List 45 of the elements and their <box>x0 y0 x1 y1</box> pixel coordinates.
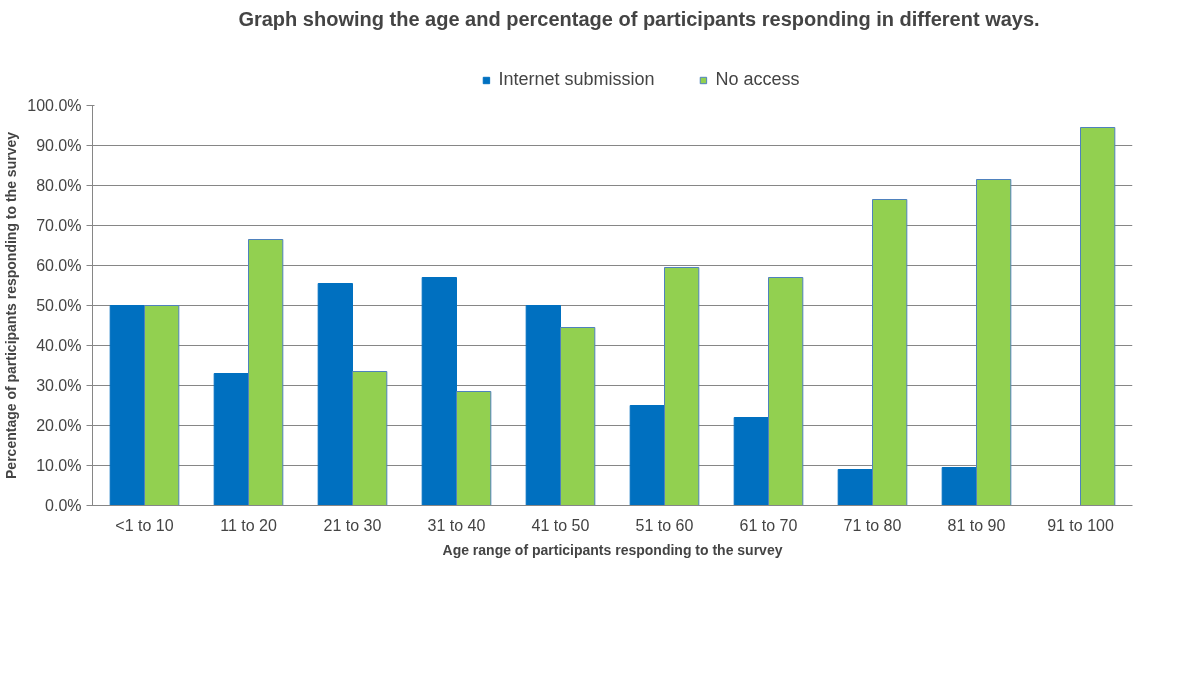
bar <box>629 405 665 506</box>
x-tick-label: 81 to 90 <box>947 516 1006 534</box>
x-tick-label: 51 to 60 <box>635 516 694 534</box>
bar <box>525 305 561 506</box>
bar <box>976 179 1012 506</box>
y-tick-label: 0.0% <box>45 497 82 514</box>
y-tick-label: 60.0% <box>36 257 82 274</box>
y-tick-label: 10.0% <box>36 457 82 474</box>
y-tick-label: 40.0% <box>36 337 82 354</box>
bar <box>109 305 145 506</box>
x-tick-label: 71 to 80 <box>843 516 902 534</box>
bar <box>872 199 908 506</box>
x-tick-label: 21 to 30 <box>323 516 382 534</box>
chart-title: Graph showing the age and percentage of participants responding in different ways. <box>238 7 1040 30</box>
y-tick-label: 90.0% <box>36 137 82 154</box>
bar <box>352 371 388 506</box>
y-tick-label: 100.0% <box>27 97 82 114</box>
bar <box>248 239 284 506</box>
legend-label: No access <box>715 69 800 90</box>
x-tick-label: 41 to 50 <box>531 516 590 534</box>
x-tick-label: <1 to 10 <box>115 516 174 534</box>
bar <box>421 277 457 506</box>
bar <box>560 327 596 506</box>
y-tick-label: 70.0% <box>36 217 82 234</box>
bar <box>941 467 977 506</box>
bar <box>456 391 492 506</box>
y-tick-label: 80.0% <box>36 177 82 194</box>
x-tick-label: 31 to 40 <box>427 516 486 534</box>
bar <box>768 277 804 506</box>
x-tick-label: 11 to 20 <box>220 516 277 534</box>
x-tick-label: 91 to 100 <box>1047 516 1114 534</box>
bar <box>144 305 180 506</box>
x-axis-title: Age range of participants responding to the survey <box>442 541 783 558</box>
legend-label: Internet submission <box>498 69 655 90</box>
bar <box>1080 127 1116 506</box>
y-tick-label: 20.0% <box>36 417 82 434</box>
bar <box>317 283 353 506</box>
y-axis-title: Percentage of participants responding to the survey <box>3 131 20 479</box>
bar <box>213 373 249 506</box>
bar <box>664 267 700 506</box>
bar <box>837 469 873 506</box>
bar <box>733 417 769 506</box>
x-tick-label: 61 to 70 <box>739 516 798 534</box>
y-tick-label: 30.0% <box>36 377 82 394</box>
y-tick-label: 50.0% <box>36 297 82 314</box>
